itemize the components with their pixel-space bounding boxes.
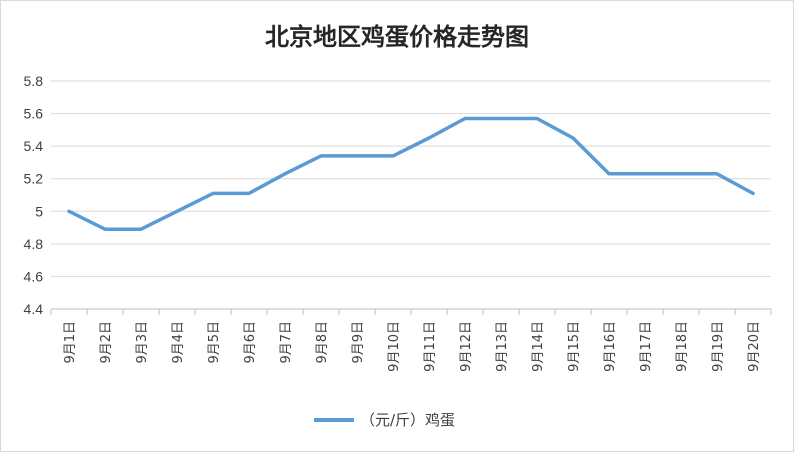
data-point <box>715 172 719 176</box>
legend-label: （元/斤）鸡蛋 <box>360 411 455 429</box>
chart-title: 北京地区鸡蛋价格走势图 <box>265 22 529 51</box>
y-tick-label: 4.6 <box>24 268 44 284</box>
x-tick-label: 9月20日 <box>747 321 762 372</box>
x-tick-label: 9月12日 <box>459 321 474 372</box>
y-tick-label: 4.8 <box>24 236 44 252</box>
y-tick-label: 5 <box>35 203 43 219</box>
data-point <box>139 227 143 231</box>
data-point <box>175 209 179 213</box>
data-point <box>211 191 215 195</box>
data-point <box>103 227 107 231</box>
x-tick-label: 9月6日 <box>243 321 258 364</box>
x-tick-label: 9月19日 <box>711 321 726 372</box>
x-tick-label: 9月18日 <box>675 321 690 372</box>
data-point <box>247 191 251 195</box>
grid-lines <box>51 80 771 277</box>
x-tick-label: 9月9日 <box>351 321 366 364</box>
data-point <box>283 172 287 176</box>
data-point <box>391 154 395 158</box>
x-axis: 9月1日 9月2日 9月3日 9月4日 9月5日 9月6日 9月7日 9月8日 9月9日 9月10… <box>50 308 772 372</box>
legend: （元/斤）鸡蛋 <box>314 411 455 429</box>
data-point <box>463 116 467 120</box>
x-tick-label: 9月16日 <box>603 321 618 372</box>
x-tick-label: 9月13日 <box>495 321 510 372</box>
data-point <box>535 116 539 120</box>
x-tick-label: 9月5日 <box>207 321 222 364</box>
x-tick-label: 9月15日 <box>567 321 582 372</box>
data-point <box>679 172 683 176</box>
data-point <box>319 154 323 158</box>
data-point <box>67 209 71 213</box>
x-tick-label: 9月7日 <box>279 321 294 364</box>
data-point <box>571 136 575 140</box>
y-tick-label: 5.6 <box>24 106 44 122</box>
x-tick-label: 9月3日 <box>135 321 150 364</box>
data-point <box>643 172 647 176</box>
x-tick-label: 9月11日 <box>423 321 438 372</box>
x-tick-label: 9月17日 <box>639 321 654 372</box>
data-point <box>499 116 503 120</box>
data-point <box>427 136 431 140</box>
y-tick-label: 4.4 <box>24 301 44 317</box>
data-point <box>355 154 359 158</box>
x-tick-label: 9月1日 <box>63 321 78 364</box>
y-tick-label: 5.8 <box>24 73 44 89</box>
x-tick-label: 9月14日 <box>531 321 546 372</box>
series-line-0 <box>67 116 755 231</box>
data-point <box>607 172 611 176</box>
data-point <box>751 191 755 195</box>
x-tick-label: 9月8日 <box>315 321 330 364</box>
y-axis-ticks: 4.4 4.6 4.8 5 5.2 5.4 5.6 5.8 <box>24 73 44 317</box>
x-tick-label: 9月10日 <box>387 321 402 372</box>
series-layer <box>67 116 755 231</box>
y-tick-label: 5.4 <box>24 138 44 154</box>
x-tick-label: 9月2日 <box>99 321 114 364</box>
y-tick-label: 5.2 <box>24 171 44 187</box>
x-tick-label: 9月4日 <box>171 321 186 364</box>
